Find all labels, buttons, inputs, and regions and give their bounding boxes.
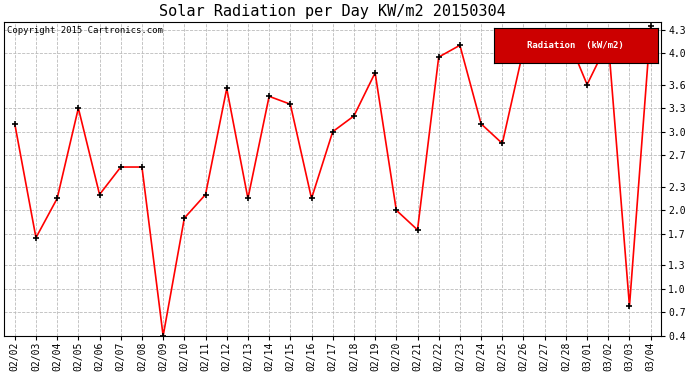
Text: Copyright 2015 Cartronics.com: Copyright 2015 Cartronics.com xyxy=(8,26,164,35)
Title: Solar Radiation per Day KW/m2 20150304: Solar Radiation per Day KW/m2 20150304 xyxy=(159,4,506,19)
